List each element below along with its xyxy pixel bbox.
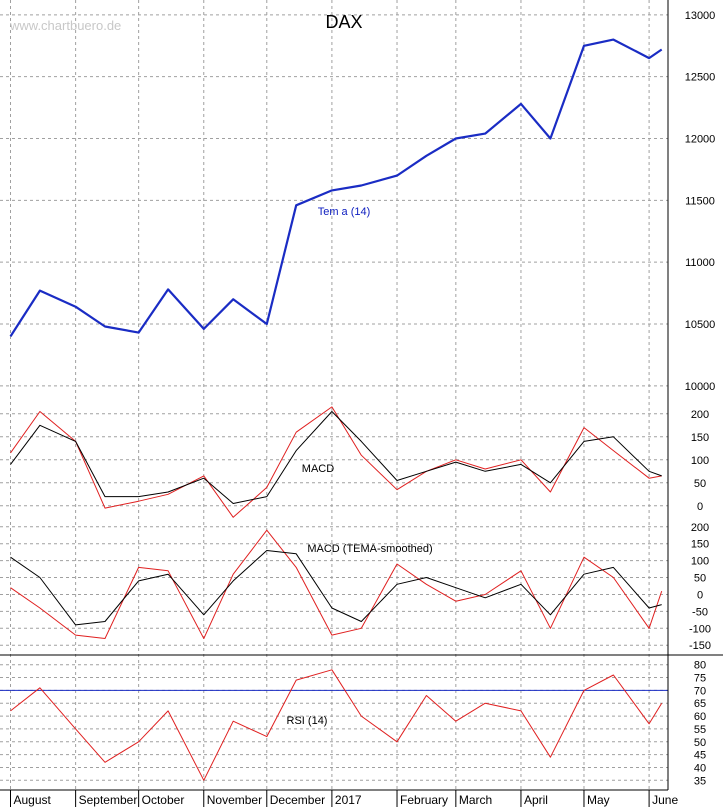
- y-tick-label: 10000: [685, 381, 716, 393]
- y-tick-label: 10500: [685, 319, 716, 331]
- y-tick-label: 75: [694, 673, 706, 685]
- x-month-label: February: [400, 793, 448, 807]
- y-tick-label: 65: [694, 698, 706, 710]
- y-tick-label: 45: [694, 750, 706, 762]
- series-line: [10, 550, 662, 626]
- y-tick-label: 13000: [685, 10, 716, 22]
- y-tick-label: 11500: [685, 195, 715, 207]
- y-tick-label: 50: [694, 573, 706, 585]
- y-tick-label: 70: [694, 685, 706, 697]
- y-tick-label: 150: [691, 432, 709, 444]
- x-month-label: March: [459, 793, 492, 807]
- y-tick-label: 80: [694, 660, 706, 672]
- x-month-label: November: [207, 793, 262, 807]
- x-month-label: April: [524, 793, 548, 807]
- y-tick-label: 0: [697, 501, 703, 513]
- y-tick-label: 11000: [685, 257, 715, 269]
- x-month-label: December: [270, 793, 325, 807]
- series-line: [10, 529, 663, 639]
- y-tick-label: 0: [697, 589, 703, 601]
- y-tick-label: -100: [689, 623, 711, 635]
- price-panel-title: DAX: [325, 12, 362, 32]
- series-line: [10, 406, 662, 518]
- macd-tema-panel-title: MACD (TEMA-smoothed): [307, 543, 432, 555]
- y-tick-label: 12500: [685, 72, 716, 84]
- watermark: www.chartbuero.de: [9, 18, 121, 33]
- series-line: [10, 669, 663, 781]
- series-line: [9, 38, 663, 337]
- rsi-panel-title: RSI (14): [287, 715, 328, 727]
- x-month-label: September: [79, 793, 138, 807]
- y-tick-label: 100: [691, 455, 709, 467]
- x-month-label: August: [14, 793, 52, 807]
- label-layer: 10000 10500 11000 11500 12000 12500 13000 0 50 10…: [14, 10, 716, 807]
- y-tick-label: -150: [689, 640, 711, 652]
- marks-layer: [0, 38, 668, 807]
- x-month-label: May: [587, 793, 610, 807]
- y-tick-label: 100: [691, 556, 709, 568]
- macd-panel-title: MACD: [302, 463, 334, 475]
- x-month-label: October: [142, 793, 185, 807]
- y-tick-label: 12000: [685, 133, 716, 145]
- tema-legend: Tem a (14): [318, 206, 371, 218]
- y-tick-label: 55: [694, 724, 706, 736]
- y-tick-label: 50: [694, 478, 706, 490]
- y-tick-label: 35: [694, 775, 706, 787]
- x-month-label: June: [652, 793, 678, 807]
- y-tick-label: 200: [691, 409, 709, 421]
- y-tick-label: 60: [694, 711, 706, 723]
- x-month-label: 2017: [335, 793, 362, 807]
- y-tick-label: 200: [691, 522, 709, 534]
- y-tick-label: 40: [694, 762, 706, 774]
- y-tick-label: 150: [691, 539, 709, 551]
- series-line: [10, 411, 662, 504]
- y-tick-label: 50: [694, 737, 706, 749]
- y-tick-label: -50: [692, 606, 708, 618]
